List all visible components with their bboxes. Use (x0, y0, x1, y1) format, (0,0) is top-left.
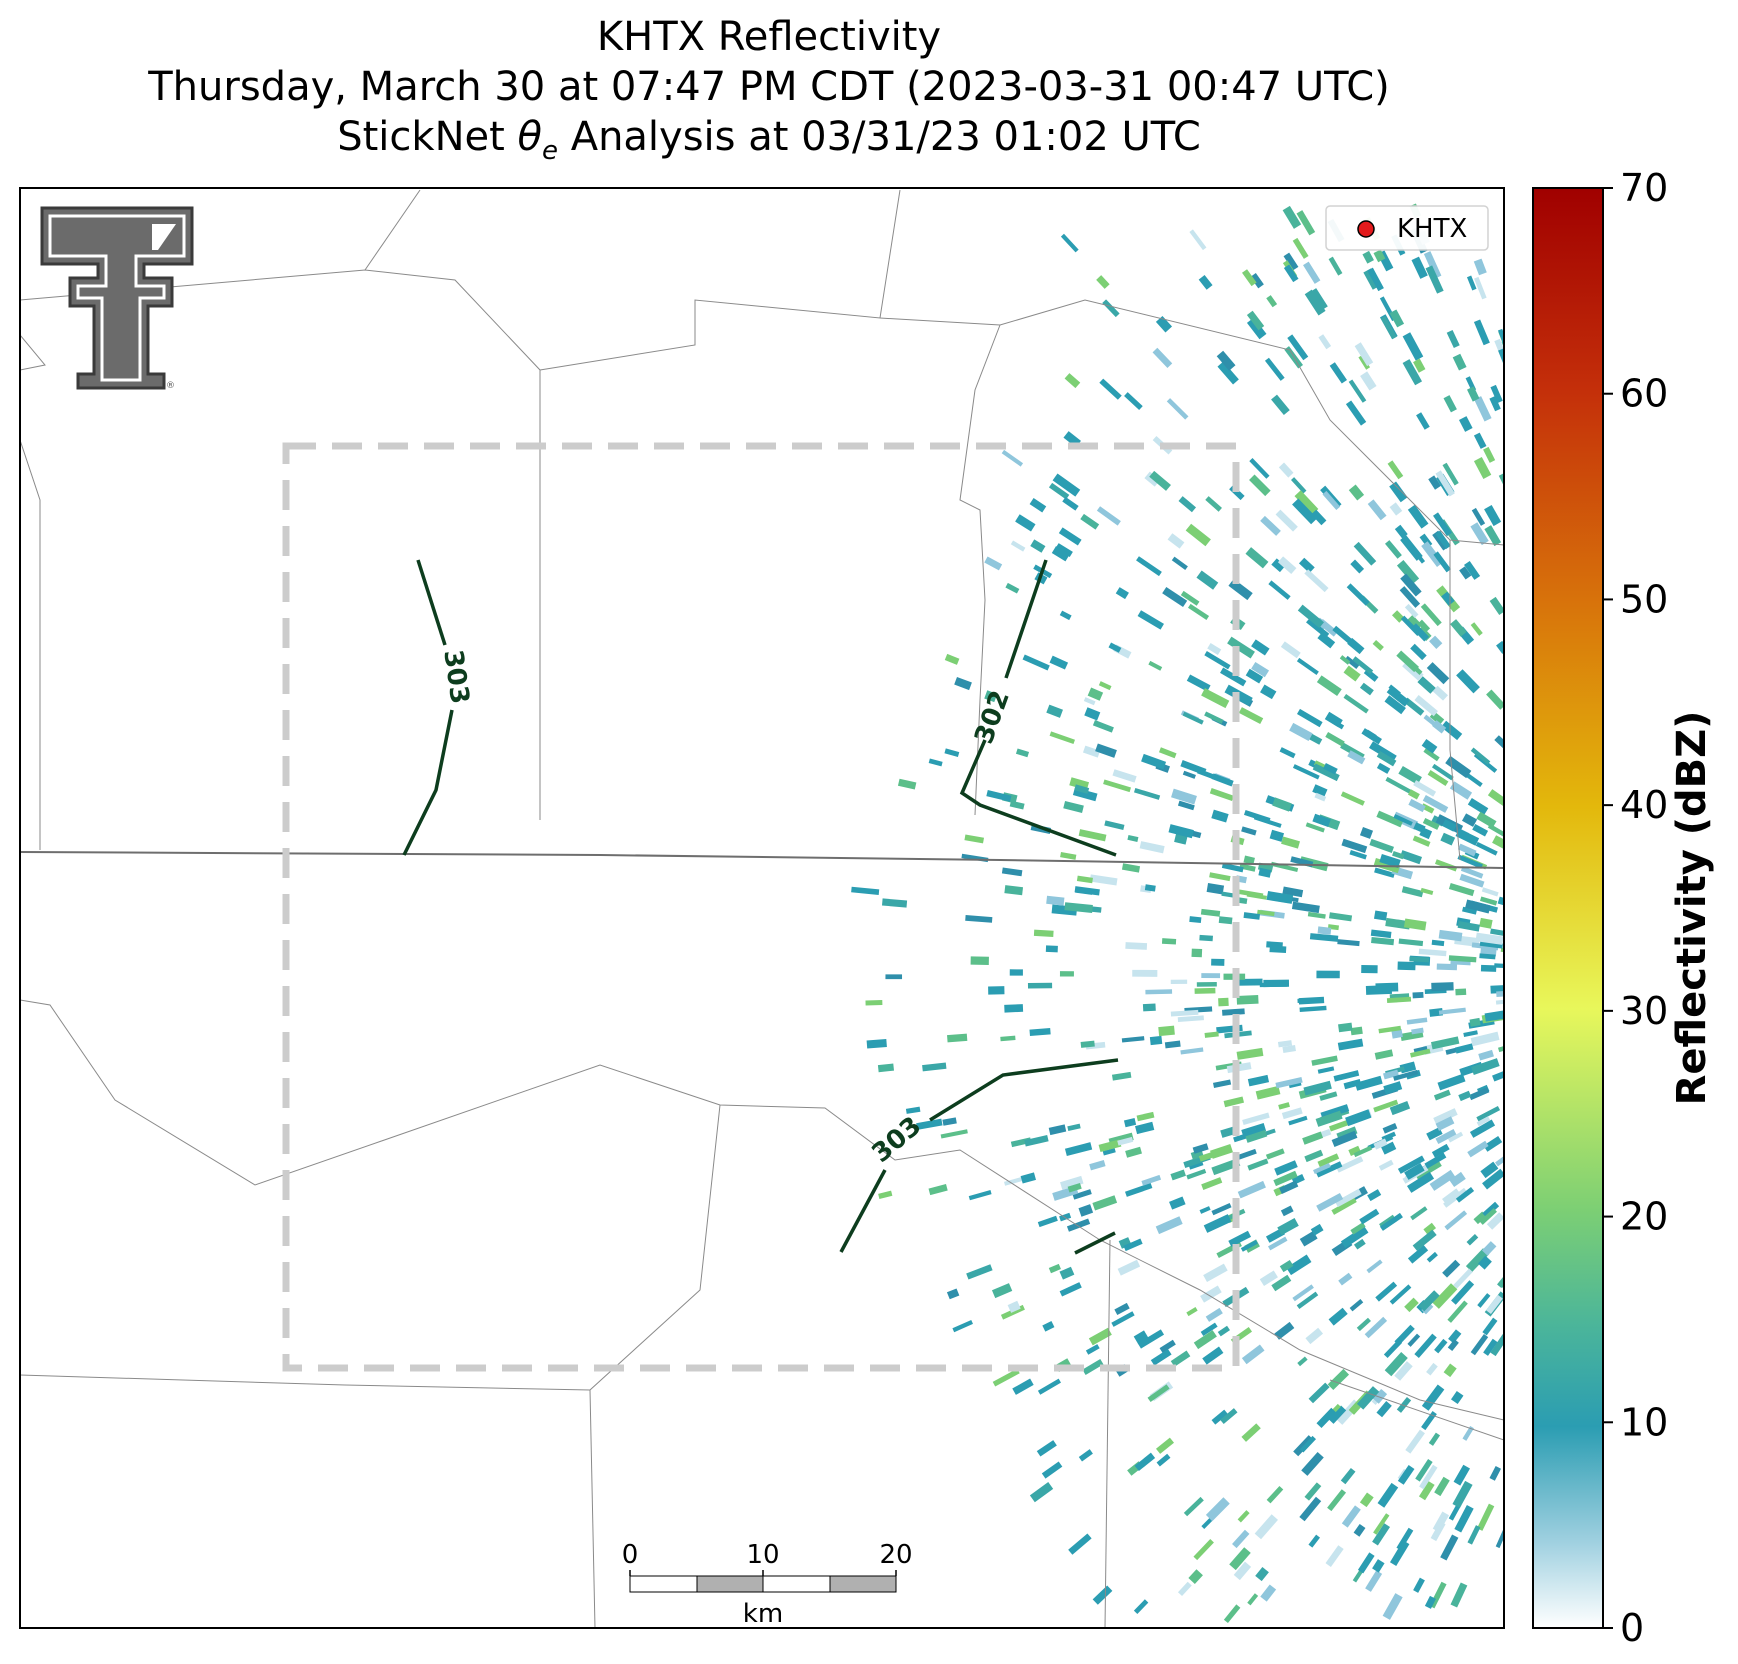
colorbar-tick-label: 50 (1620, 577, 1668, 621)
radar-reflectivity-layer (851, 203, 1504, 1624)
scale-unit: km (743, 1599, 783, 1629)
map-panel (20, 188, 1504, 1628)
scale-tick-20: 20 (879, 1540, 912, 1570)
colorbar-ticks: 0 10 20 30 40 50 60 70 (1603, 166, 1668, 1650)
figure-title: KHTX Reflectivity Thursday, March 30 at … (0, 12, 1538, 176)
colorbar-tick-label: 40 (1620, 783, 1668, 827)
contour-303-upper-a (416, 559, 447, 646)
colorbar-tick-label: 20 (1620, 1195, 1668, 1239)
texas-tech-double-t-logo: ® (40, 206, 194, 391)
state-boundary (20, 851, 1504, 869)
theta-e-contours (402, 559, 1119, 1255)
colorbar-label: Reflectivity (dBZ) (1669, 711, 1715, 1106)
scale-bar: 0 10 20 km (622, 1540, 913, 1629)
khtx-marker-icon (1357, 220, 1375, 238)
colorbar-tick-label: 0 (1620, 1606, 1644, 1650)
analysis-domain-box (282, 442, 1240, 1372)
contour-303-upper-b (402, 709, 454, 856)
colorbar-tick-label: 10 (1620, 1400, 1668, 1444)
contour-303-lower-c (1074, 1231, 1116, 1255)
contour-label-303-upper: 303 (437, 648, 474, 706)
colorbar-tick-label: 60 (1620, 372, 1668, 416)
map-border (19, 187, 1505, 1629)
colorbar-tick-label: 30 (1620, 989, 1668, 1033)
legend-label: KHTX (1397, 214, 1467, 244)
scale-tick-0: 0 (622, 1540, 639, 1570)
title-line-3: StickNet θe Analysis at 03/31/23 01:02 U… (337, 114, 1201, 166)
scale-tick-10: 10 (746, 1540, 779, 1570)
county-boundaries (20, 189, 1504, 1628)
svg-text:®: ® (166, 381, 175, 391)
colorbar-gradient (1532, 187, 1604, 1629)
title-line-1: KHTX Reflectivity (596, 14, 942, 60)
colorbar: 0 10 20 30 40 50 60 70 Reflectivity (dBZ) (1532, 166, 1715, 1650)
colorbar-tick-label: 70 (1620, 166, 1668, 210)
legend: KHTX (1325, 205, 1489, 251)
contour-303-lower-b (839, 1169, 887, 1253)
contour-302-a (1004, 559, 1048, 679)
contour-302-b (959, 739, 1117, 857)
contour-303-lower-a (929, 1058, 1119, 1122)
title-line-2: Thursday, March 30 at 07:47 PM CDT (2023… (148, 64, 1390, 110)
